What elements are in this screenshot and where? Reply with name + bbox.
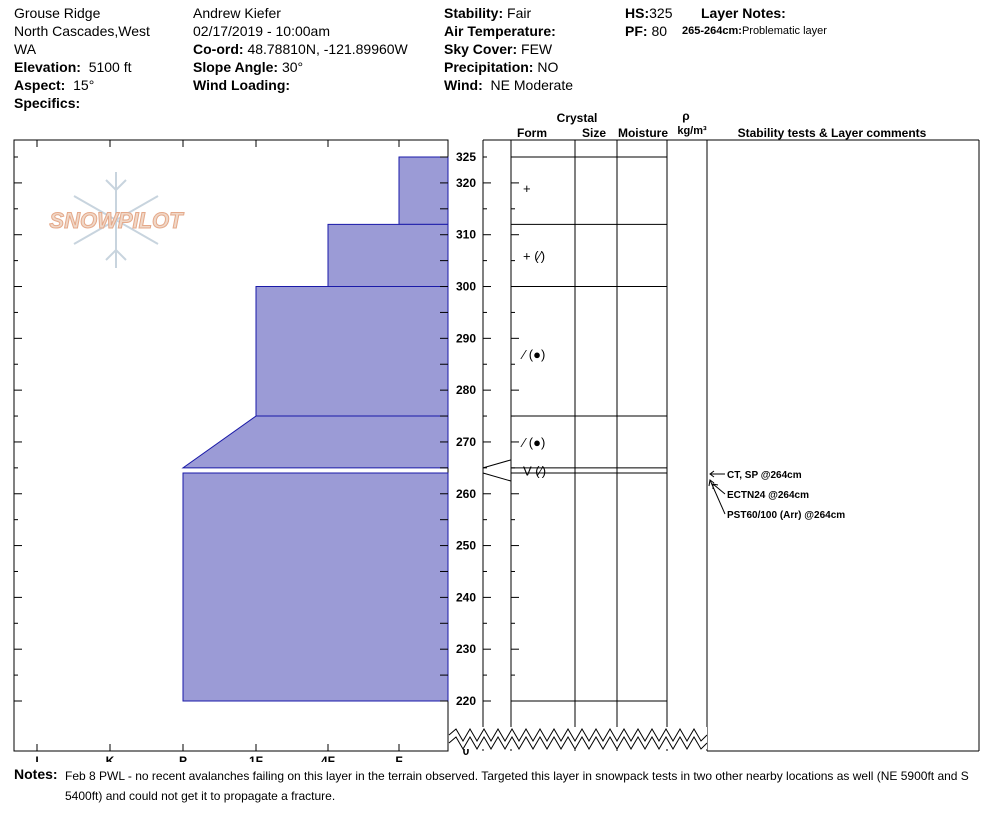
elevation: Elevation: 5100 ft xyxy=(14,59,132,75)
notes: Notes: Feb 8 PWL - no recent avalanches … xyxy=(14,766,986,806)
weather-info: Stability: Fair Air Temperature: Sky Cov… xyxy=(444,4,573,94)
sky-cover: Sky Cover: FEW xyxy=(444,41,553,57)
depth-tick-label: 290 xyxy=(456,331,476,345)
depth-tick-label: 250 xyxy=(456,539,476,553)
comments-header: Stability tests & Layer comments xyxy=(738,126,927,140)
coordinates: Co-ord: 48.78810N, -121.89960W xyxy=(193,41,408,57)
density-unit: kg/m³ xyxy=(677,125,707,137)
grain-form-symbol: ⁄ (●) xyxy=(520,347,545,362)
hardness-layer-bar xyxy=(255,286,449,417)
hardness-tick-label: K xyxy=(106,754,115,762)
hs-pf-info: HS:325 PF: 80 xyxy=(625,4,672,40)
hardness-layer-bar xyxy=(327,223,449,288)
layer-table-frame xyxy=(483,139,980,752)
hardness-tick-label: P xyxy=(179,754,187,762)
depth-tick-label: 260 xyxy=(456,487,476,501)
wind-loading: Wind Loading: xyxy=(193,77,291,93)
layer-note: 265-264cm:Problematic layer xyxy=(682,25,827,37)
slope-angle: Slope Angle: 30° xyxy=(193,59,304,75)
axis-break-symbol xyxy=(448,727,708,750)
depth-tick-label: 270 xyxy=(456,435,476,449)
precipitation: Precipitation: NO xyxy=(444,59,559,75)
depth-tick-label: 280 xyxy=(456,383,476,397)
grain-form-symbol: + (⁄) xyxy=(523,248,545,263)
penetration-foot: PF: 80 xyxy=(625,23,668,39)
stability-test-ct: CT, SP @264cm xyxy=(727,470,802,481)
wind: Wind: NE Moderate xyxy=(444,77,574,93)
stability: Stability: Fair xyxy=(444,5,532,21)
notes-text: Feb 8 PWL - no recent avalanches failing… xyxy=(65,769,969,803)
site-info: Grouse Ridge North Cascades,West WA Elev… xyxy=(14,4,150,112)
location-line-2: North Cascades,West xyxy=(14,23,150,39)
hardness-layer-bar xyxy=(181,415,449,469)
snowflake-icon xyxy=(73,172,159,268)
layer-connector xyxy=(482,459,512,469)
logo-text: SNOWPILOT xyxy=(49,208,184,233)
density-symbol: ρ xyxy=(682,109,689,123)
depth-tick-label: 0 xyxy=(463,744,470,758)
hardness-tick-label: 4F xyxy=(321,754,335,762)
location-line-3: WA xyxy=(14,41,37,57)
form-header: Form xyxy=(517,126,547,140)
layer-notes-title: Layer Notes: xyxy=(701,5,786,21)
hardness-tick-label: 1F xyxy=(249,754,263,762)
depth-tick-label: 310 xyxy=(456,228,476,242)
grain-form-symbol: V (⁄) xyxy=(523,463,546,478)
stability-test-pst: PST60/100 (Arr) @264cm xyxy=(727,510,845,521)
stability-test-ect: ECTN24 @264cm xyxy=(727,490,809,501)
depth-tick-label: 300 xyxy=(456,280,476,294)
depth-axis: 325 320 310 300 290 280 270 260 250 240 230 220 0 xyxy=(14,150,519,758)
aspect: Aspect: 15° xyxy=(14,77,95,93)
specifics: Specifics: xyxy=(14,95,81,111)
grain-forms: + + (⁄) ⁄ (●) ⁄ (●) V (⁄) xyxy=(520,181,546,478)
notes-label: Notes: xyxy=(14,766,58,782)
layer-connector xyxy=(482,472,512,482)
observation-datetime: 02/17/2019 - 10:00am xyxy=(193,23,330,39)
stability-tests: CT, SP @264cm ECTN24 @264cm PST60/100 (A… xyxy=(708,470,845,521)
depth-tick-label: 325 xyxy=(456,150,476,164)
location-line-1: Grouse Ridge xyxy=(14,5,101,21)
size-header: Size xyxy=(582,126,606,140)
snow-profile-chart: I K P 1F 4F F SNOWPILOT 325 320 310 300 290 280 270… xyxy=(13,109,980,762)
layer-boundary-lines xyxy=(482,156,667,702)
moisture-header: Moisture xyxy=(618,126,668,140)
depth-tick-label: 220 xyxy=(456,694,476,708)
air-temperature: Air Temperature: xyxy=(444,23,556,39)
crystal-header: Crystal xyxy=(557,111,598,125)
depth-tick-label: 240 xyxy=(456,590,476,604)
grain-form-symbol: ⁄ (●) xyxy=(520,435,545,450)
depth-tick-label: 320 xyxy=(456,176,476,190)
hardness-layer-bar xyxy=(182,472,449,702)
hardness-tick-label: F xyxy=(395,754,402,762)
depth-tick-label: 230 xyxy=(456,642,476,656)
observer-info: Andrew Kiefer 02/17/2019 - 10:00am Co-or… xyxy=(193,4,408,94)
total-snow-height: HS:325 xyxy=(625,5,673,21)
snowpilot-logo: SNOWPILOT xyxy=(49,172,185,268)
observer-name: Andrew Kiefer xyxy=(193,5,281,21)
hardness-tick-label: I xyxy=(35,754,38,762)
hardness-axis: I K P 1F 4F F xyxy=(35,140,403,762)
hardness-layer-bar xyxy=(398,156,449,225)
hardness-layers xyxy=(181,156,449,702)
grain-form-symbol: + xyxy=(523,181,531,196)
